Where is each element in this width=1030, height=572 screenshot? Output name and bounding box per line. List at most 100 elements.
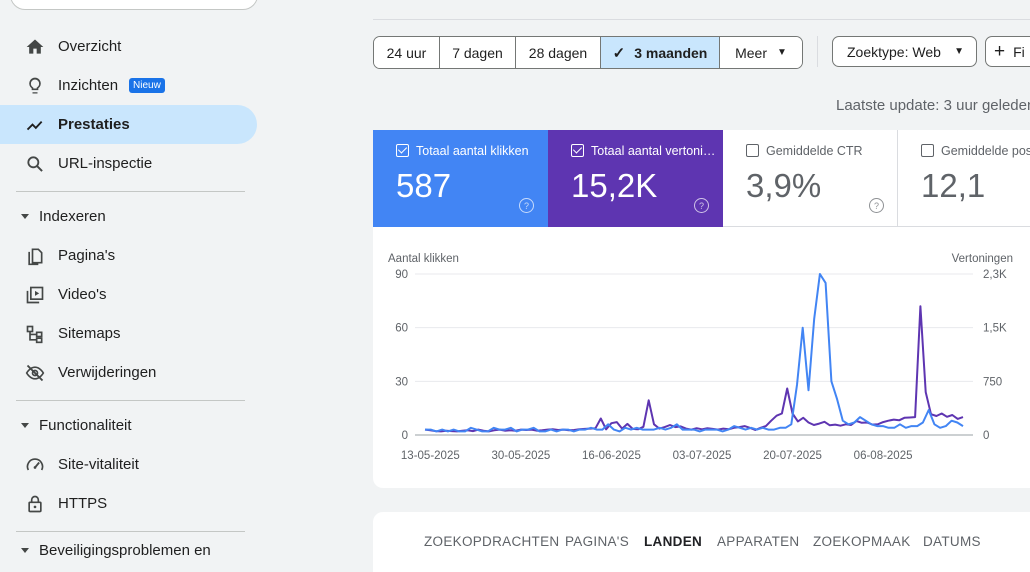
- caret-down-icon: [21, 423, 29, 428]
- help-icon[interactable]: ?: [519, 198, 534, 213]
- sidebar-item-overzicht[interactable]: Overzicht: [0, 27, 257, 66]
- range-24h-button[interactable]: 24 uur: [374, 37, 440, 68]
- sidebar-item-label: HTTPS: [58, 495, 108, 512]
- x-tick-label: 20-07-2025: [763, 450, 822, 462]
- sidebar-item-url-inspectie[interactable]: URL-inspectie: [0, 144, 257, 183]
- help-icon[interactable]: ?: [869, 198, 884, 213]
- pages-icon: [25, 246, 45, 266]
- plus-icon: +: [994, 40, 1006, 62]
- sidebar-item-label: Sitemaps: [58, 325, 121, 342]
- range-7d-button[interactable]: 7 dagen: [440, 37, 516, 68]
- lightbulb-icon: [25, 76, 45, 96]
- y-axis-right-label: Vertoningen: [952, 253, 1013, 265]
- sidebar-item-videos[interactable]: Video's: [0, 275, 257, 314]
- toolbar-separator: [817, 36, 818, 67]
- performance-chart: Aantal klikken Vertoningen 90 2,3K 60 1,5K 30 7…: [388, 253, 1013, 462]
- main-content: 24 uur 7 dagen 28 dagen ✓ 3 maanden Meer ▼…: [262, 0, 1030, 572]
- sidebar-item-site-vitaliteit[interactable]: Site-vitaliteit: [0, 445, 257, 484]
- section-functionaliteit[interactable]: Functionaliteit: [0, 410, 257, 440]
- sidebar-item-label: Prestaties: [58, 116, 130, 133]
- y-tick-right: 750: [983, 376, 1002, 388]
- section-label: Indexeren: [39, 207, 106, 225]
- property-selector[interactable]: [10, 0, 258, 10]
- sidebar-item-label: Pagina's: [58, 247, 116, 264]
- y-tick-right: 2,3K: [983, 269, 1007, 281]
- tab-landen[interactable]: LANDEN: [644, 534, 703, 549]
- tab-datums[interactable]: DATUMS: [923, 534, 981, 549]
- video-icon: [25, 285, 45, 305]
- new-badge: Nieuw: [129, 78, 165, 93]
- range-28d-button[interactable]: 28 dagen: [516, 37, 601, 68]
- date-range-selector: 24 uur 7 dagen 28 dagen ✓ 3 maanden Meer ▼: [373, 36, 803, 69]
- tab-zoekopmaak[interactable]: ZOEKOPMAAK: [813, 534, 911, 549]
- sidebar-divider: [16, 191, 245, 192]
- x-tick-label: 16-06-2025: [582, 450, 641, 462]
- sidebar-divider: [16, 400, 245, 401]
- caret-down-icon: ▼: [777, 47, 787, 58]
- range-label: 3 maanden: [634, 44, 708, 61]
- sitemap-icon: [25, 324, 45, 344]
- range-label: 28 dagen: [528, 44, 588, 61]
- metric-position[interactable]: Gemiddelde positie 12,1: [898, 130, 1030, 227]
- y-axis-left-label: Aantal klikken: [388, 253, 459, 265]
- metric-label: Gemiddelde positie: [941, 144, 1030, 158]
- sidebar-item-prestaties[interactable]: Prestaties: [0, 105, 257, 144]
- trending-up-icon: [25, 115, 45, 135]
- metric-impressions[interactable]: Totaal aantal vertoningen 15,2K ?: [548, 130, 723, 227]
- metric-label: Totaal aantal vertoningen: [591, 144, 716, 158]
- sidebar-item-sitemaps[interactable]: Sitemaps: [0, 314, 257, 353]
- last-update-text: Laatste update: 3 uur geleden: [836, 97, 1030, 114]
- y-tick-left: 60: [395, 323, 408, 335]
- metric-label: Totaal aantal klikken: [416, 144, 529, 158]
- y-tick-left: 0: [402, 430, 408, 442]
- sidebar-item-label: URL-inspectie: [58, 155, 153, 172]
- range-3m-button[interactable]: ✓ 3 maanden: [601, 37, 720, 68]
- caret-down-icon: [21, 214, 29, 219]
- y-tick-left: 90: [395, 269, 408, 281]
- search-type-dropdown[interactable]: Zoektype: Web ▼: [832, 36, 977, 67]
- range-more-dropdown[interactable]: Meer ▼: [720, 37, 802, 68]
- metric-clicks[interactable]: Totaal aantal klikken 587 ?: [373, 130, 548, 227]
- sidebar-item-label: Overzicht: [58, 38, 122, 55]
- sidebar: Overzicht Inzichten Nieuw Prestaties URL…: [0, 0, 262, 559]
- sidebar-item-inzichten[interactable]: Inzichten Nieuw: [0, 66, 257, 105]
- add-filter-button[interactable]: + Fi: [985, 36, 1030, 67]
- metric-label: Gemiddelde CTR: [766, 144, 863, 158]
- check-icon: ✓: [612, 44, 626, 62]
- metric-value: 15,2K: [571, 167, 658, 204]
- search-type-label: Zoektype: Web: [847, 43, 941, 60]
- section-indexeren[interactable]: Indexeren: [0, 201, 257, 231]
- sidebar-item-label: Video's: [58, 286, 107, 303]
- tab-zoekopdrachten[interactable]: ZOEKOPDRACHTEN: [424, 534, 560, 549]
- series-line-impressions: [424, 305, 964, 433]
- sidebar-item-https[interactable]: HTTPS: [0, 484, 257, 523]
- section-beveiliging[interactable]: Beveiligingsproblemen en: [0, 535, 257, 565]
- help-icon[interactable]: ?: [694, 198, 709, 213]
- header-divider: [373, 19, 1030, 20]
- home-icon: [25, 37, 45, 57]
- dimension-tabs: ZOEKOPDRACHTEN PAGINA'S LANDEN APPARATEN…: [373, 512, 1030, 572]
- checkbox-icon: [396, 144, 409, 157]
- metric-ctr[interactable]: Gemiddelde CTR 3,9% ?: [723, 130, 898, 227]
- speedometer-icon: [25, 455, 45, 475]
- series-line-clicks: [425, 273, 964, 433]
- lock-icon: [25, 494, 45, 514]
- x-tick-label: 06-08-2025: [854, 450, 913, 462]
- metric-value: 12,1: [921, 167, 986, 204]
- tab-apparaten[interactable]: APPARATEN: [717, 534, 800, 549]
- tab-paginas[interactable]: PAGINA'S: [565, 534, 629, 549]
- range-label: Meer: [735, 44, 767, 61]
- eye-off-icon: [25, 363, 45, 383]
- sidebar-item-paginas[interactable]: Pagina's: [0, 236, 257, 275]
- section-label: Functionaliteit: [39, 416, 132, 434]
- sidebar-item-verwijderingen[interactable]: Verwijderingen: [0, 353, 257, 392]
- metric-value: 3,9%: [746, 167, 822, 204]
- range-label: 7 dagen: [452, 44, 503, 61]
- metric-value: 587: [396, 167, 452, 204]
- sidebar-item-label: Verwijderingen: [58, 364, 157, 381]
- section-label: Beveiligingsproblemen en: [39, 541, 211, 559]
- caret-down-icon: ▼: [954, 46, 964, 57]
- sidebar-item-label: Inzichten: [58, 77, 119, 94]
- search-icon: [25, 154, 45, 174]
- checkbox-icon: [746, 144, 759, 157]
